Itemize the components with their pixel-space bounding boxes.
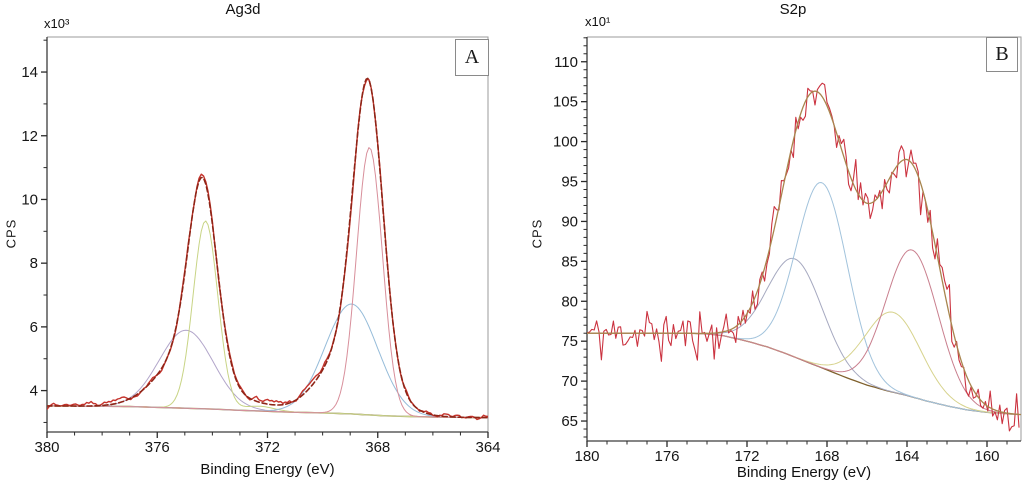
panel-b-x-axis-label: Binding Energy (eV) (736, 464, 872, 481)
x-tick-label: 168 (814, 448, 839, 465)
panel-b-corner-box: B (986, 37, 1018, 72)
y-tick-label: 110 (554, 54, 578, 71)
series-raw-data (47, 78, 488, 421)
x-tick-label: 172 (734, 448, 759, 465)
series-fit-envelope (47, 77, 488, 419)
panel-b-y-multiplier: x10¹ (585, 14, 611, 29)
y-tick-label: 14 (21, 64, 38, 81)
plot-border-topright (587, 36, 1022, 441)
panel-a-x-axis-label: Binding Energy (eV) (200, 461, 335, 478)
x-tick-label: 380 (34, 439, 59, 456)
y-tick-label: 6 (30, 319, 38, 336)
x-tick-label: 372 (255, 439, 280, 456)
y-tick-label: 10 (21, 191, 38, 208)
plot-border-topright (47, 36, 489, 432)
series-fit-envelope (587, 90, 1021, 416)
x-tick-label: 364 (475, 439, 500, 456)
series-background (587, 332, 1020, 416)
y-tick-label: 90 (561, 213, 578, 230)
panel-b-plot-canvas: 180 176 172 168 164 160 65 70 75 80 85 90 95 100 105 11… (553, 36, 1022, 465)
panel-a-plot-canvas: 380 376 372 368 364 4 6 8 10 12 14 (21, 36, 501, 456)
series-raw-data (587, 82, 1020, 432)
series-s2p-broad-left-component (587, 257, 1021, 416)
x-tick-label: 164 (894, 448, 919, 465)
x-tick-label: 180 (574, 448, 599, 465)
x-tick-label: 160 (974, 448, 999, 465)
panel-a-corner-letter: A (464, 46, 480, 68)
plot-border-axes (586, 37, 1021, 442)
x-tick-label: 376 (145, 439, 170, 456)
y-tick-label: 80 (561, 293, 578, 310)
series-s2p-main-left-component (587, 182, 1021, 416)
x-tick-label: 368 (365, 439, 390, 456)
y-tick-label: 75 (561, 333, 578, 350)
panel-a-corner-box: A (455, 39, 489, 76)
plot-border-axes (46, 37, 488, 433)
y-tick-label: 4 (30, 383, 38, 400)
panel-a-y-multiplier: x10³ (44, 16, 70, 31)
y-tick-label: 70 (561, 373, 578, 390)
series-ag3d52-main-component (47, 147, 488, 419)
y-tick-label: 95 (561, 174, 578, 191)
y-tick-label: 105 (553, 94, 578, 111)
x-tick-label: 176 (654, 448, 679, 465)
series-s2p-right-component (587, 249, 1021, 416)
y-tick-label: 100 (553, 134, 578, 151)
y-tick-label: 85 (561, 253, 578, 270)
panel-a-title: Ag3d (225, 1, 261, 18)
y-tick-label: 12 (21, 128, 38, 145)
series-ag3d32-main-component (47, 220, 488, 419)
panel-b-title: S2p (779, 1, 807, 18)
y-tick-label: 8 (30, 255, 38, 272)
y-tick-label: 65 (561, 413, 578, 430)
panel-b-corner-letter: B (995, 43, 1009, 65)
